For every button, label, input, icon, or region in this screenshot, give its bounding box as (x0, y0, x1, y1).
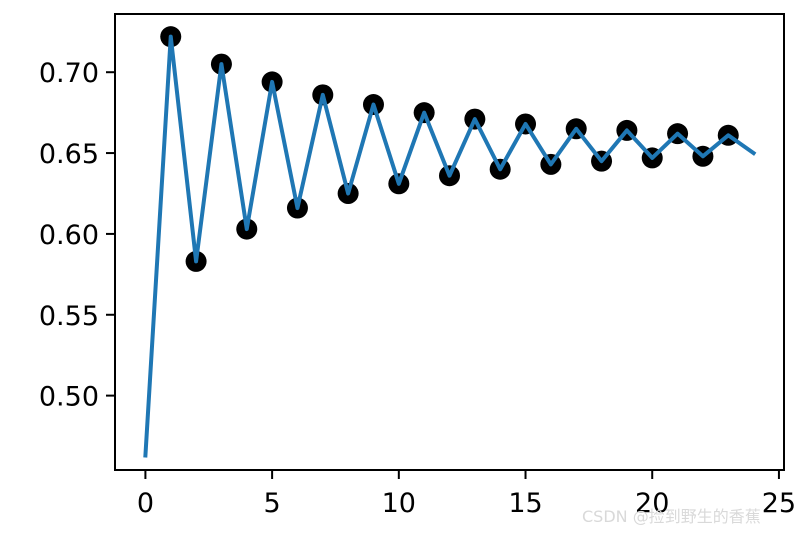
y-tick-label: 0.65 (39, 139, 99, 170)
y-tick-label: 0.55 (39, 301, 99, 332)
watermark-text: CSDN @捡到野生的香蕉 (582, 507, 761, 526)
y-tick-label: 0.70 (39, 58, 99, 89)
x-tick-label: 0 (137, 488, 154, 519)
x-tick-label: 20 (635, 488, 669, 519)
series-line (143, 34, 757, 458)
x-tick-label: 25 (762, 488, 796, 519)
x-tick-label: 15 (508, 488, 542, 519)
y-tick-label: 0.50 (39, 382, 99, 413)
y-tick-label: 0.60 (39, 220, 99, 251)
x-tick-label: 5 (264, 488, 281, 519)
plot-frame (114, 13, 785, 471)
axes: 0 5 10 15 20 25 0.50 0.55 0.60 0.65 0.70 (39, 13, 796, 519)
x-tick-label: 10 (382, 488, 416, 519)
plot-area (143, 26, 757, 458)
